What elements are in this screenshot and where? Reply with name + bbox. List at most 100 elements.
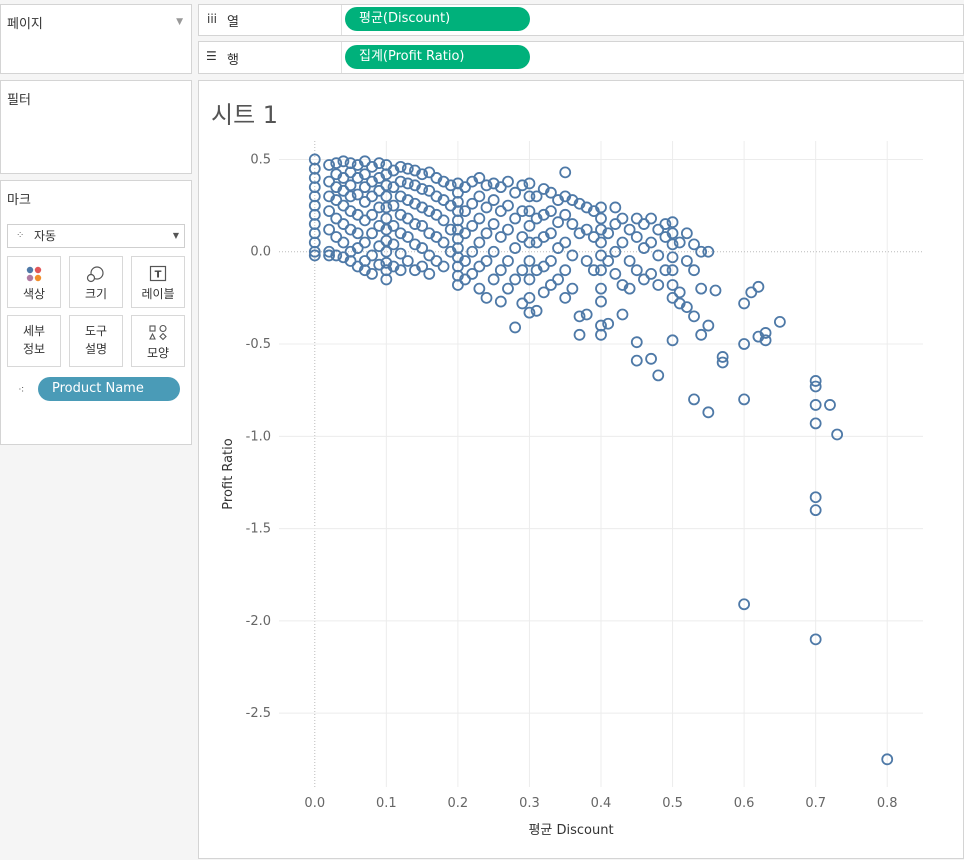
scatter-point (430, 208, 443, 221)
scatter-point (502, 255, 514, 267)
scatter-point (552, 242, 564, 254)
detail-button-label-line2: 정보 (22, 342, 46, 356)
scatter-point (545, 255, 557, 267)
scatter-point (502, 223, 514, 236)
scatter-point (323, 249, 335, 262)
scatter-point (330, 194, 343, 206)
scatter-point (423, 267, 436, 280)
columns-icon: iii (207, 12, 218, 26)
scatter-point (337, 199, 350, 212)
marks-panel-title: 마크 (7, 193, 31, 208)
sheet-title: 시트 1 (211, 101, 279, 129)
scatter-point (809, 633, 822, 646)
tooltip-button-label-line1: 도구 (84, 324, 108, 338)
scatter-point (416, 168, 429, 181)
scatter-point (344, 179, 357, 192)
chevron-down-icon[interactable]: ▼ (176, 17, 183, 27)
x-tick-label: 0.1 (376, 796, 397, 811)
scatter-point (809, 380, 822, 393)
scatter-point (530, 304, 543, 317)
scatter-point (387, 220, 400, 232)
y-tick-label: -0.5 (246, 337, 271, 352)
scatter-point (459, 227, 471, 240)
scatter-point (609, 201, 622, 214)
tooltip-button[interactable]: 도구 설명 (69, 315, 123, 367)
mark-type-value: 자동 (34, 229, 57, 243)
scatter-point (537, 183, 550, 195)
label-button-label: 레이블 (141, 287, 175, 301)
scatter-point (416, 220, 429, 232)
scatter-point (380, 190, 393, 203)
scatter-point (595, 295, 607, 308)
filters-panel[interactable]: 필터 (0, 80, 192, 174)
scatter-point (494, 295, 507, 308)
profit-ratio-pill[interactable]: 집계(Profit Ratio) (345, 45, 530, 69)
scatter-point (595, 236, 607, 249)
scatter-point (666, 251, 679, 264)
scatter-point (423, 184, 436, 197)
label-button[interactable]: T 레이블 (131, 256, 185, 308)
y-tick-label: -2.0 (246, 614, 271, 629)
scatter-point (659, 264, 672, 277)
scatter-point (423, 249, 436, 262)
scatter-point (373, 201, 386, 214)
chevron-down-icon[interactable]: ▼ (172, 231, 179, 240)
scatter-point (759, 327, 772, 339)
scatter-point (323, 223, 335, 236)
scatter-point (616, 236, 629, 249)
scatter-point (552, 194, 564, 206)
scatter-point (466, 245, 479, 258)
scatter-point (523, 205, 536, 218)
scatter-point (430, 255, 443, 267)
scatter-point (380, 168, 393, 181)
scatter-point (580, 201, 593, 214)
scatter-point (587, 264, 600, 277)
scatter-point (480, 255, 493, 267)
scatter-point (666, 238, 679, 251)
scatter-point (716, 351, 729, 363)
scatter-point (444, 223, 457, 236)
scatter-point (373, 258, 386, 271)
shape-button[interactable]: 모양 (131, 315, 185, 367)
scatter-point (337, 172, 350, 184)
scatter-point (466, 175, 479, 188)
product-name-pill[interactable]: Product Name (38, 377, 180, 401)
scatter-point (330, 157, 343, 170)
scatter-point (380, 234, 393, 247)
x-tick-label: 0.4 (591, 796, 612, 811)
scatter-point (688, 264, 700, 277)
scatter-point (473, 212, 486, 225)
scatter-point (409, 179, 421, 192)
mark-type-dropdown[interactable]: ⁘ 자동 ▼ (7, 224, 185, 248)
scatter-point (337, 155, 350, 168)
scatter-point (323, 205, 335, 218)
scatter-point (401, 162, 414, 175)
scatter-point (416, 183, 429, 195)
scatter-point (745, 286, 758, 299)
scatter-point (595, 282, 607, 295)
color-button-label: 색상 (22, 287, 46, 301)
y-tick-label: 0.5 (250, 152, 271, 167)
scatter-point (423, 166, 436, 179)
scatter-point (509, 321, 522, 334)
scatter-point (337, 236, 350, 249)
scatter-point (473, 190, 486, 203)
color-button[interactable]: 색상 (7, 256, 61, 308)
avg-discount-pill[interactable]: 평균(Discount) (345, 7, 530, 31)
scatter-point (595, 212, 607, 225)
scatter-point (351, 260, 364, 273)
scatter-point (323, 175, 335, 188)
size-button[interactable]: 크기 (69, 256, 123, 308)
detail-button[interactable]: 세부 정보 (7, 315, 61, 367)
scatter-point (623, 223, 636, 236)
x-tick-label: 0.6 (734, 796, 755, 811)
scatter-point (366, 190, 378, 203)
scatter-point (559, 208, 572, 221)
scatter-point (344, 223, 357, 236)
scatter-chart: 0.0 0.1 0.2 0.3 0.4 0.5 0.6 0.7 0.8 0.5 0.0 -0.5 -1.… (221, 141, 923, 838)
scatter-point (351, 172, 364, 184)
scatter-point (623, 255, 636, 267)
scatter-point (502, 175, 514, 188)
scatter-point (659, 231, 672, 243)
scatter-point (566, 218, 579, 230)
